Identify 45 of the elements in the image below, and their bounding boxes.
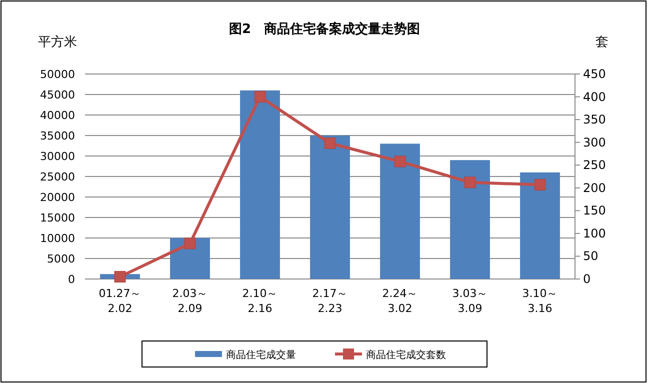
point [184,238,196,250]
y-tick-label: 35000 [40,130,75,142]
point [464,176,476,188]
bar [310,136,350,279]
y-tick-label: 20000 [40,191,75,204]
y2-tick-label: 100 [583,226,606,240]
x-tick-label: 3.10～ 3.16 [522,287,558,315]
legend-label: 商品住宅成交量 [226,349,296,361]
y2-axis-title: 套 [596,35,608,50]
point [534,178,546,190]
y-tick-label: 30000 [40,150,75,163]
y2-tick-label: 50 [583,249,598,264]
point [114,270,126,282]
x-tick-label: 2.10～ 2.16 [242,287,278,315]
chart-title: 图2 商品住宅备案成交量走势图 [228,21,420,37]
y-tick-label: 15000 [40,212,75,224]
x-tick-label: 2.24～ 3.02 [382,287,418,315]
y-tick-label: 45000 [40,88,75,102]
legend-label: 商品住宅成交套数 [366,349,446,361]
y-tick-label: 10000 [40,232,75,245]
x-tick-label: 01.27～ 2.02 [98,287,142,315]
y2-tick-label: 400 [583,90,606,104]
y2-tick-label: 0 [583,272,591,286]
y-tick-label: 5000 [47,252,75,266]
y2-tick-label: 250 [583,158,606,172]
point [394,156,406,168]
y-tick-label: 25000 [40,170,75,184]
y2-tick-label: 350 [583,112,606,127]
y2-tick-label: 150 [583,204,606,218]
point [324,137,336,149]
y-tick-label: 50000 [40,68,75,81]
y-tick-label: 0 [68,273,75,286]
y2-tick-label: 450 [583,67,606,81]
x-tick-label: 2.17～ 2.23 [312,287,348,315]
x-tick-label: 3.03～ 3.09 [452,287,488,315]
bar [240,90,280,279]
y2-tick-label: 200 [583,180,606,195]
point [254,91,266,103]
y2-tick-label: 300 [583,135,606,150]
bar [380,144,420,279]
y-tick-label: 40000 [40,109,75,122]
y-axis-title: 平方米 [38,34,77,50]
bar [450,160,490,279]
bar [520,172,560,279]
x-tick-label: 2.03～ 2.09 [172,287,208,315]
